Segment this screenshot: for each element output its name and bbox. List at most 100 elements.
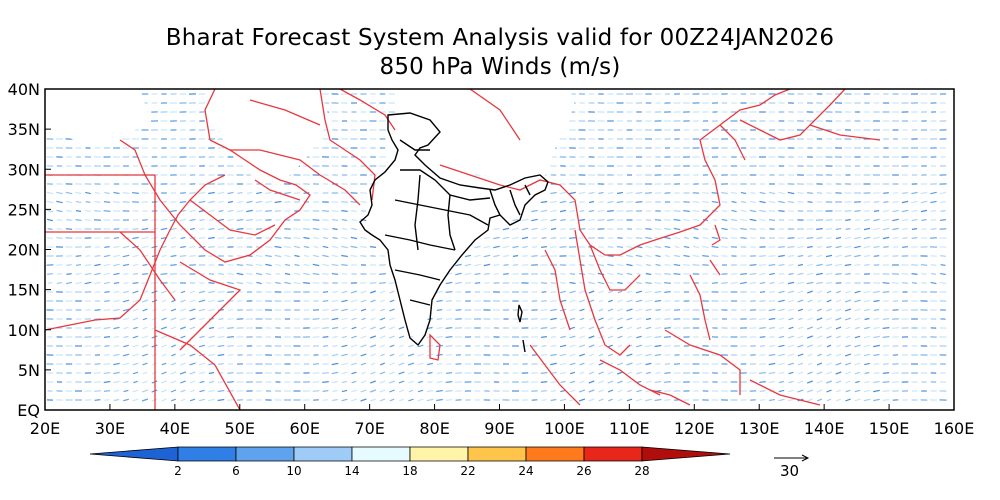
- wind-vector: [541, 390, 547, 392]
- wind-vector: [816, 326, 823, 330]
- wind-vector: [350, 201, 358, 203]
- wind-vector: [730, 218, 738, 222]
- wind-vector: [759, 345, 766, 347]
- wind-vector: [227, 237, 234, 239]
- wind-vector: [161, 353, 167, 357]
- wind-vector: [123, 326, 129, 330]
- wind-vector: [360, 326, 367, 330]
- wind-vector: [122, 371, 130, 375]
- wind-vector: [579, 380, 585, 384]
- wind-vector: [616, 263, 624, 267]
- wind-vector: [103, 336, 111, 338]
- wind-vector: [189, 255, 196, 257]
- wind-vector: [864, 218, 870, 222]
- wind-vector: [759, 218, 766, 222]
- wind-vector: [94, 381, 101, 383]
- wind-vector: [826, 380, 832, 384]
- wind-vector: [389, 398, 395, 402]
- wind-vector: [208, 344, 215, 348]
- wind-vector: [541, 246, 547, 248]
- wind-vector: [103, 210, 111, 212]
- wind-vector: [56, 273, 63, 275]
- wind-vector: [873, 363, 880, 365]
- wind-vector: [835, 380, 842, 384]
- wind-vector: [749, 281, 757, 285]
- wind-vector: [445, 390, 453, 392]
- wind-vector: [141, 254, 149, 258]
- wind-vector: [654, 219, 662, 221]
- wind-vector: [322, 309, 329, 311]
- wind-vector: [180, 398, 186, 402]
- wind-vector: [550, 362, 557, 366]
- wind-vector: [360, 245, 367, 249]
- wind-vector: [569, 308, 576, 312]
- wind-vector: [103, 371, 111, 375]
- wind-vector: [246, 281, 253, 285]
- wind-vector: [579, 317, 585, 321]
- wind-vector: [398, 371, 405, 375]
- wind-vector: [170, 290, 177, 294]
- wind-vector: [627, 389, 632, 393]
- wind-vector: [380, 299, 385, 303]
- wind-vector: [75, 191, 82, 195]
- wind-vector: [645, 344, 652, 348]
- wind-vector: [835, 371, 842, 375]
- wind-vector: [312, 318, 320, 320]
- wind-vector: [873, 353, 880, 357]
- lon-label: 100E: [544, 419, 585, 438]
- wind-vector: [464, 263, 472, 267]
- wind-vector: [588, 371, 595, 375]
- wind-vector: [408, 389, 414, 393]
- wind-vector: [597, 263, 605, 267]
- wind-vector: [512, 227, 519, 231]
- wind-vector: [768, 398, 776, 402]
- wind-vector: [816, 281, 823, 285]
- wind-vector: [113, 237, 120, 239]
- wind-vector: [189, 380, 196, 384]
- wind-vector: [550, 290, 557, 294]
- wind-vector: [664, 273, 671, 275]
- wind-vector: [522, 245, 528, 249]
- wind-vector: [360, 362, 367, 366]
- wind-vector: [94, 399, 101, 401]
- wind-vector: [531, 218, 538, 222]
- wind-vector: [873, 335, 880, 339]
- wind-vector: [626, 272, 633, 276]
- wind-vector: [902, 237, 908, 239]
- wind-vector: [807, 362, 813, 366]
- wind-vector: [350, 245, 358, 249]
- wind-vector: [730, 273, 738, 275]
- india-boundary: [359, 112, 549, 353]
- wind-vector: [588, 335, 595, 339]
- wind-vector: [322, 381, 329, 383]
- wind-vector: [322, 300, 329, 302]
- wind-vector: [911, 273, 918, 275]
- wind-vector: [692, 218, 700, 222]
- wind-vector: [768, 317, 776, 321]
- lon-label: 90E: [484, 419, 514, 438]
- wind-vector: [265, 281, 272, 285]
- wind-vector: [427, 371, 433, 375]
- colorbar-label: 18: [402, 464, 417, 478]
- wind-vector: [645, 245, 652, 249]
- wind-vector: [341, 227, 348, 231]
- wind-vector: [208, 218, 215, 222]
- wind-vector: [160, 218, 168, 222]
- wind-vector: [778, 389, 785, 393]
- wind-vector: [56, 264, 63, 266]
- wind-vector: [360, 201, 367, 203]
- wind-vector: [436, 380, 443, 384]
- wind-vector: [531, 209, 538, 213]
- wind-vector: [797, 308, 804, 312]
- wind-vector: [350, 344, 358, 348]
- wind-vector: [645, 380, 652, 384]
- wind-vector: [759, 291, 766, 293]
- wind-vector: [807, 317, 813, 321]
- wind-vector: [616, 362, 624, 366]
- wind-vector: [731, 209, 737, 213]
- wind-vector: [275, 281, 281, 285]
- wind-vector: [350, 398, 358, 402]
- wind-vector: [103, 326, 111, 330]
- wind-vector: [331, 254, 339, 258]
- map-axes: 20E 30E 40E 50E 60E 70E 80E 90E 100E 110E 120E 130E…: [8, 80, 975, 438]
